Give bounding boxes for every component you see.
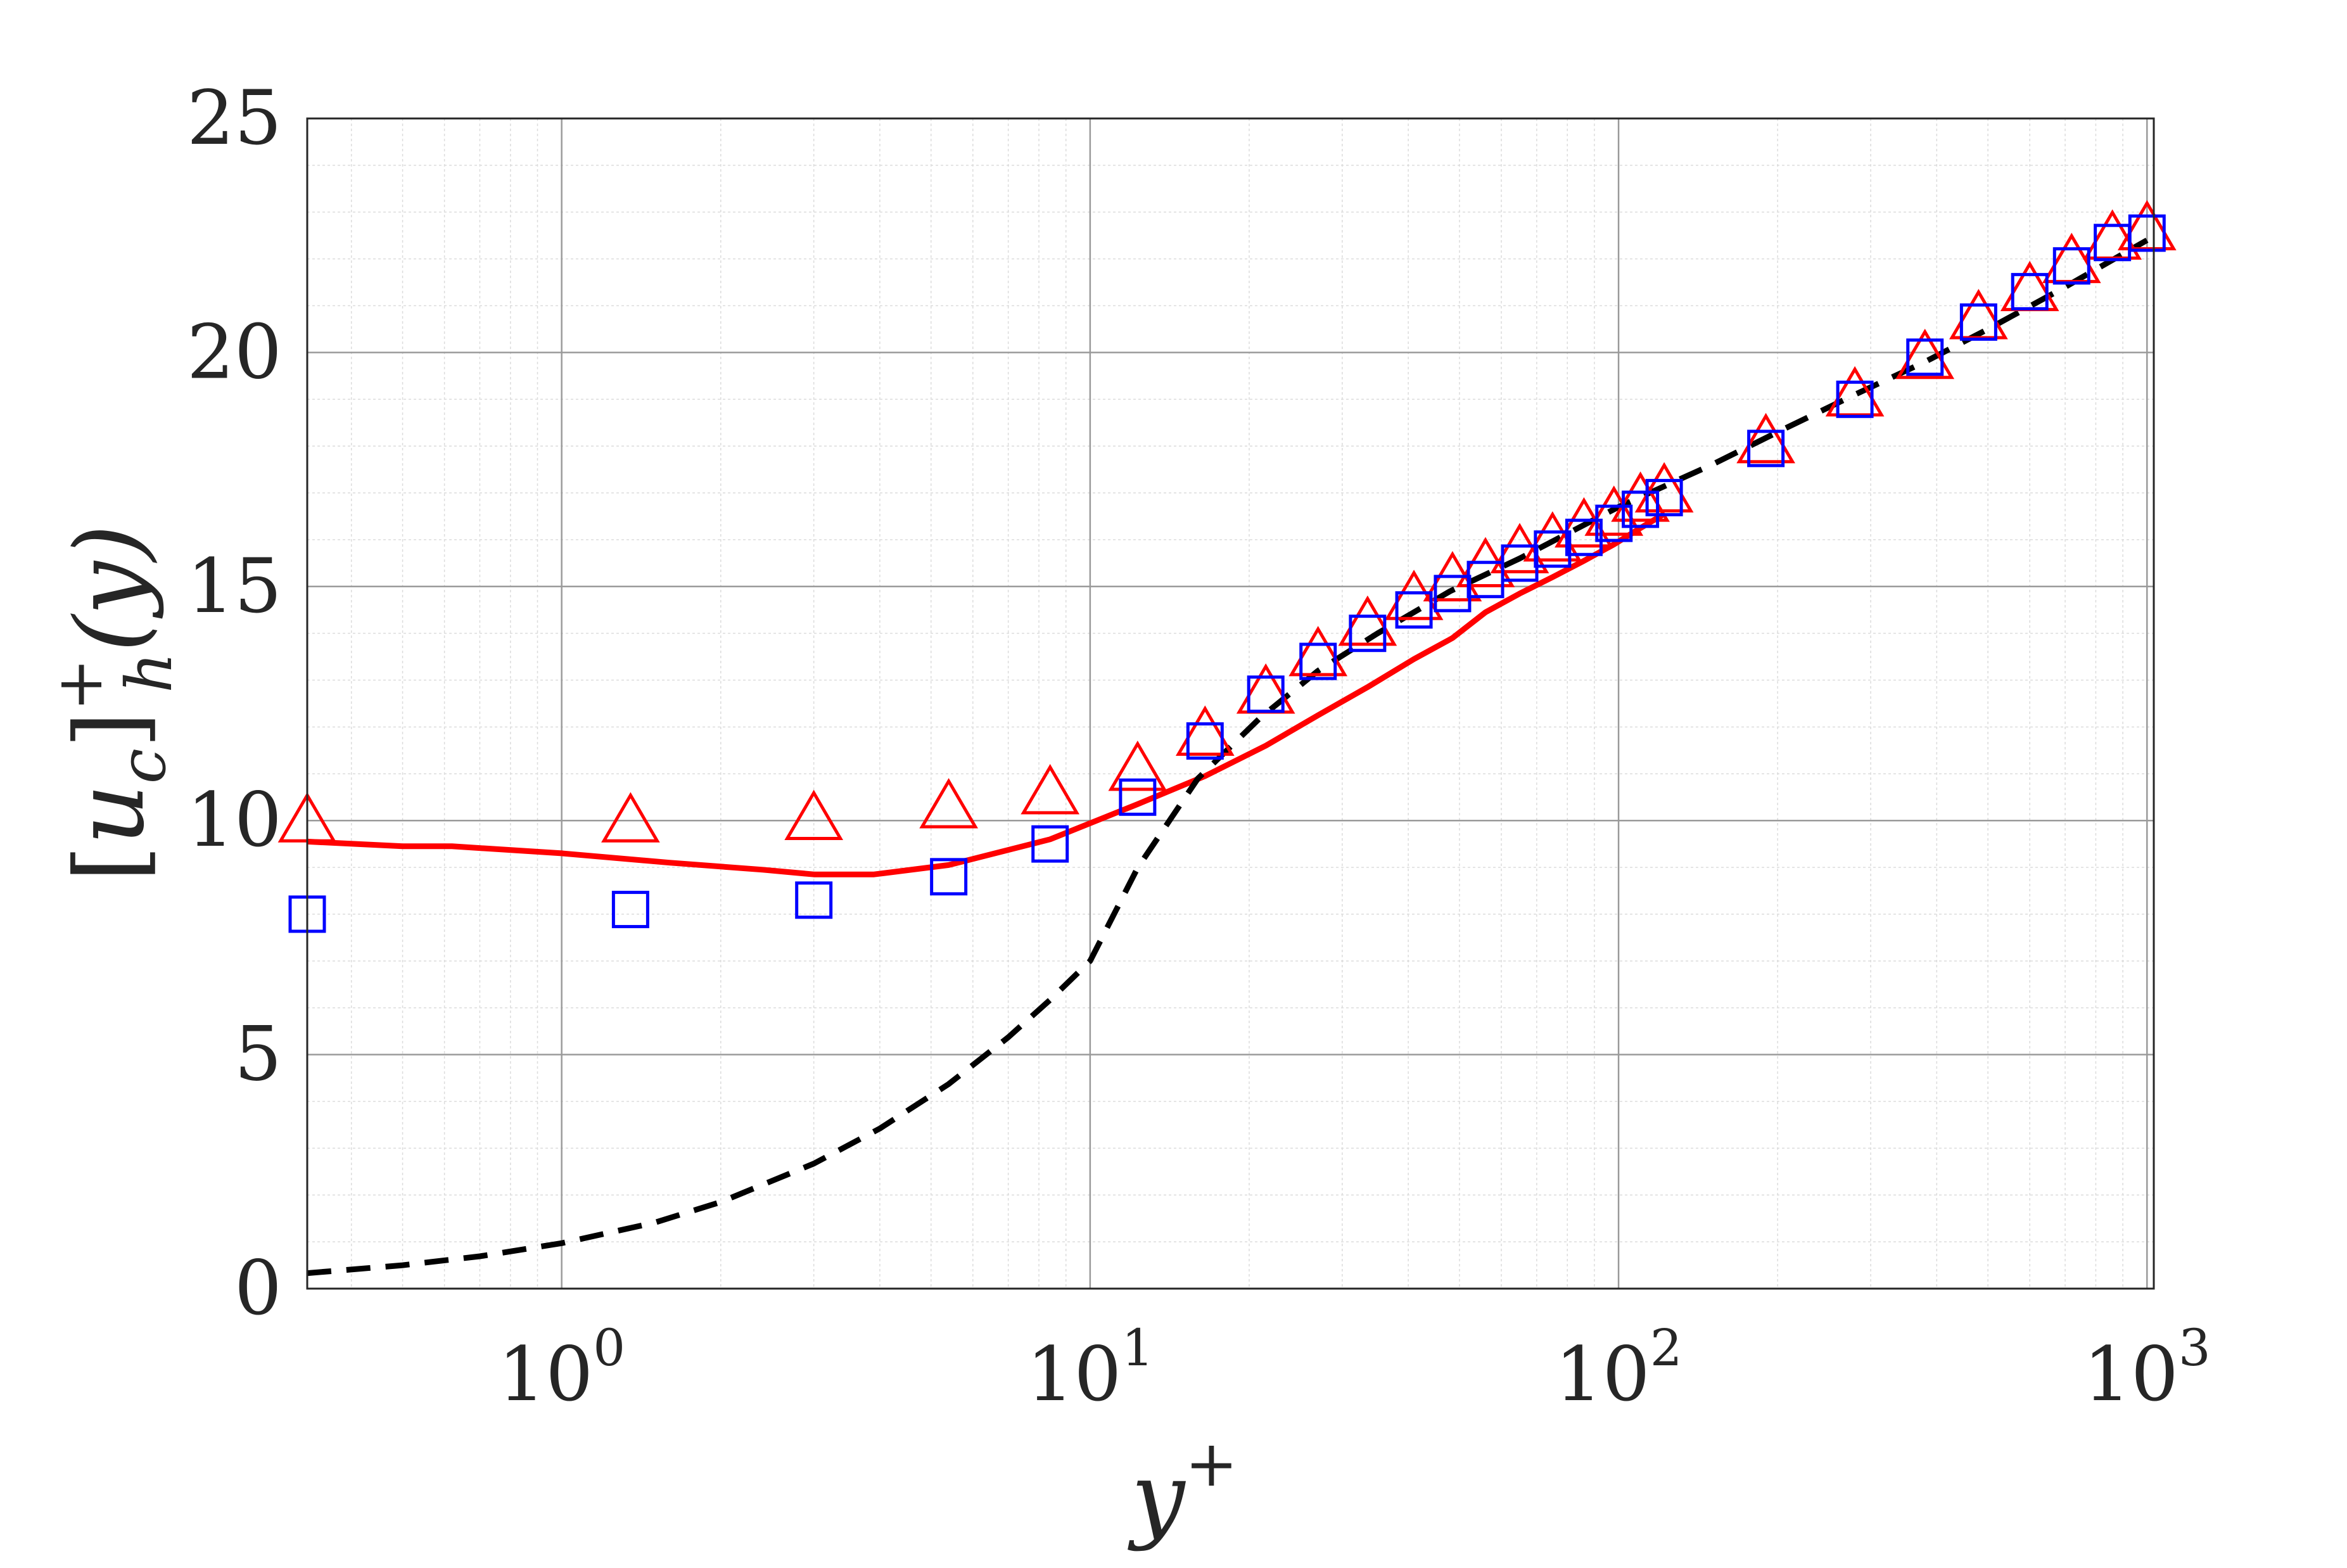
- square-marker: [2011, 272, 2049, 310]
- y-axis-label: [uc]+h(y): [42, 525, 186, 883]
- triangle-marker: [1021, 763, 1080, 815]
- square-marker: [1534, 530, 1572, 568]
- solid-series-line: [307, 511, 1666, 877]
- y-tick-label: 0: [234, 1244, 282, 1332]
- y-tick-label: 15: [187, 542, 282, 630]
- square-marker: [795, 881, 833, 919]
- square-marker: [1595, 504, 1633, 542]
- square-marker: [1747, 430, 1785, 468]
- square-marker: [611, 891, 649, 929]
- x-tick-label: 102: [1555, 1318, 1682, 1418]
- triangle-marker: [1288, 625, 1348, 677]
- square-marker: [1186, 722, 1224, 760]
- grid: [307, 117, 2154, 1290]
- square-marker: [1645, 478, 1683, 516]
- square-marker: [1959, 303, 1997, 341]
- square-marker: [1299, 642, 1337, 680]
- triangle-marker: [1584, 485, 1644, 536]
- square-marker: [2128, 214, 2166, 252]
- triangle-marker: [1736, 412, 1795, 464]
- x-axis-label: y+: [1128, 1427, 1238, 1553]
- square-marker: [1906, 338, 1944, 376]
- square-marker: [1247, 675, 1285, 713]
- square-marker: [1836, 380, 1874, 418]
- plot-area: [307, 118, 2154, 1289]
- triangle-marker: [1108, 740, 1167, 791]
- triangle-marker: [919, 778, 978, 829]
- square-marker: [930, 858, 968, 896]
- square-marker: [2052, 247, 2090, 285]
- triangle-marker: [1634, 462, 1694, 513]
- triangle-marker: [601, 792, 660, 843]
- square-marker: [1119, 778, 1157, 816]
- triangle-marker: [1175, 705, 1235, 756]
- triangle-marker: [784, 789, 844, 841]
- triangle-marker: [1338, 595, 1397, 646]
- square-marker: [1031, 825, 1069, 863]
- x-tick-label: 103: [2083, 1318, 2211, 1418]
- y-tick-label: 25: [187, 74, 282, 162]
- triangle-marker: [1895, 328, 1955, 379]
- y-tick-label: 10: [187, 776, 282, 864]
- plot-frame: [306, 117, 2155, 1290]
- x-tick-label: 100: [498, 1318, 625, 1418]
- square-marker: [1349, 615, 1387, 653]
- y-tick-label: 5: [234, 1010, 282, 1098]
- dashed-series-line: [307, 238, 2149, 1277]
- x-tick-labels: 100 101 102 103: [498, 1318, 2211, 1418]
- square-marker: [1565, 518, 1603, 556]
- triangle-marker: [1611, 471, 1670, 522]
- square-marker: [1622, 490, 1660, 528]
- y-tick-labels: 0 5 10 15 20 25: [187, 74, 282, 1332]
- square-marker: [1395, 591, 1433, 629]
- x-tick-label: 101: [1026, 1318, 1154, 1418]
- y-tick-label: 20: [187, 308, 282, 395]
- series-layer: [277, 200, 2177, 1277]
